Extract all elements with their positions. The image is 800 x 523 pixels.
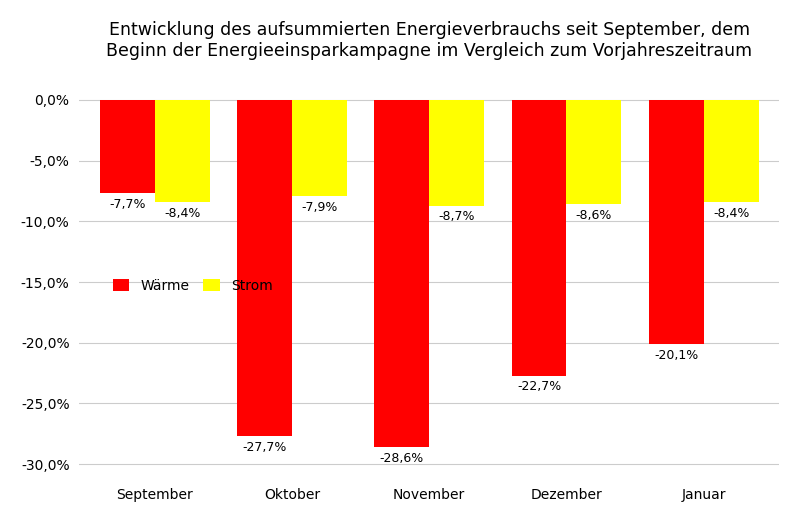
Bar (237, 100, 292, 436)
Text: -22,7%: -22,7% (517, 380, 561, 393)
Bar (292, 100, 347, 196)
Bar (100, 100, 154, 194)
Text: -28,6%: -28,6% (380, 452, 424, 465)
Bar (511, 100, 566, 376)
Title: Entwicklung des aufsummierten Energieverbrauchs seit September, dem
Beginn der E: Entwicklung des aufsummierten Energiever… (106, 21, 752, 60)
Text: -8,4%: -8,4% (164, 207, 201, 220)
Text: -7,9%: -7,9% (302, 201, 338, 214)
Text: -8,7%: -8,7% (438, 210, 475, 223)
Bar (704, 100, 758, 202)
Bar (566, 100, 622, 204)
Text: -20,1%: -20,1% (654, 349, 698, 362)
Text: -7,7%: -7,7% (109, 198, 146, 211)
Bar (374, 100, 430, 447)
Bar (154, 100, 210, 202)
Text: -8,4%: -8,4% (713, 207, 750, 220)
Bar (430, 100, 484, 206)
Bar (649, 100, 704, 344)
Text: -8,6%: -8,6% (576, 209, 612, 222)
Text: -27,7%: -27,7% (242, 441, 286, 454)
Legend: Wärme, Strom: Wärme, Strom (107, 274, 278, 299)
